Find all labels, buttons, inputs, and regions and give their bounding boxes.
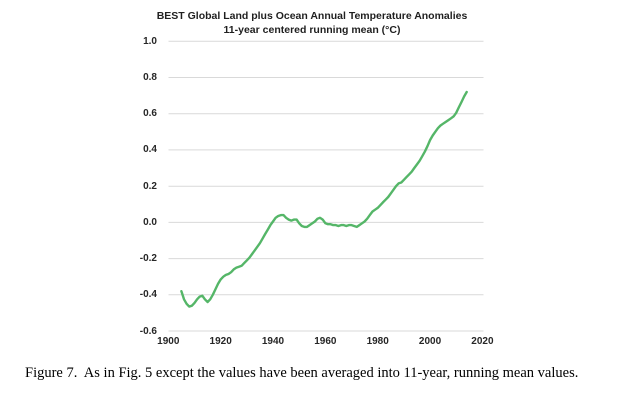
y-tick-label: -0.4 [139, 289, 157, 301]
y-tick-label: 0.0 [143, 216, 157, 228]
x-tick-label: 1960 [314, 336, 337, 347]
y-tick-label: -0.6 [139, 325, 157, 337]
y-tick-label: 0.6 [143, 108, 157, 120]
temperature-anomaly-line [180, 90, 468, 308]
x-tick-label: 1940 [261, 336, 285, 347]
chart-title-line1: BEST Global Land plus Ocean Annual Tempe… [156, 10, 468, 22]
chart-svg [168, 40, 484, 332]
figure-caption: Figure 7. As in Fig. 5 except the values… [25, 365, 579, 381]
x-tick-label: 2000 [418, 336, 442, 347]
y-tick-label: 0.4 [143, 144, 157, 156]
x-tick-label: 1920 [209, 336, 232, 347]
y-tick-label: 0.8 [143, 72, 157, 83]
x-tick-label: 1900 [157, 336, 180, 347]
x-tick-label: 1980 [366, 336, 389, 347]
y-tick-label: 1.0 [143, 35, 157, 47]
chart-title-line2: 11-year centered running mean (°C) [223, 24, 401, 36]
y-tick-label: -0.2 [139, 253, 157, 265]
x-tick-label: 2020 [471, 336, 494, 347]
y-tick-label: 0.2 [143, 180, 157, 192]
